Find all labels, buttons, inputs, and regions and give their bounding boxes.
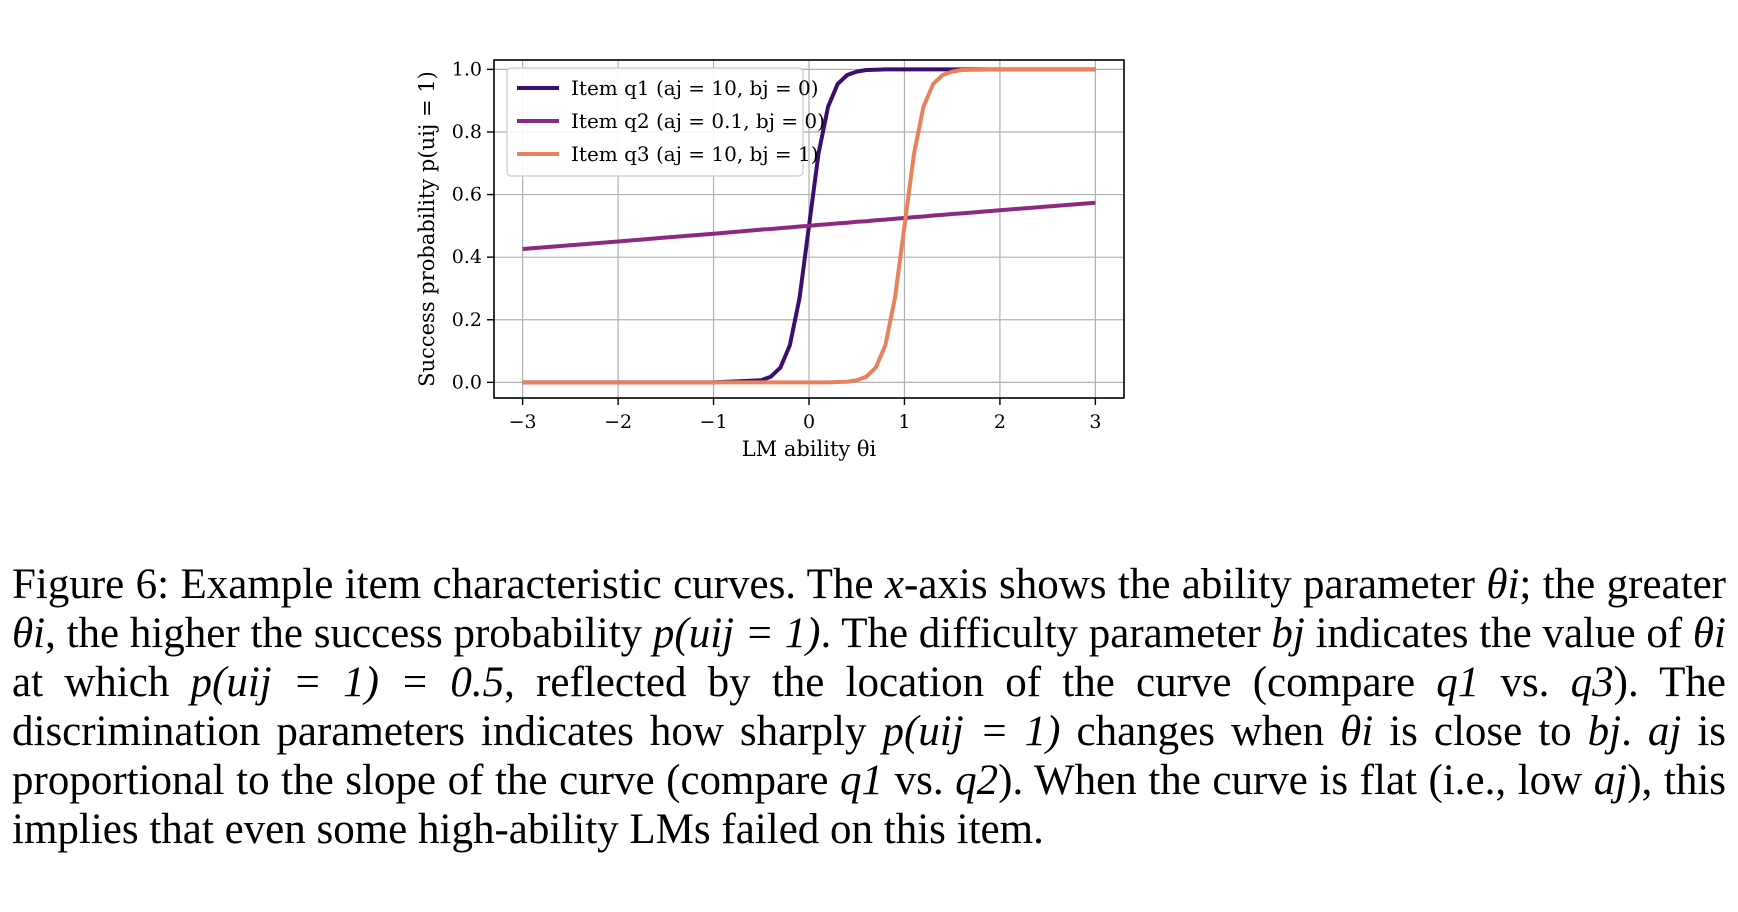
- y-tick-label: 1.0: [452, 58, 482, 80]
- caption-text: is proportional to the slope of the curv…: [12, 708, 1727, 804]
- caption-text: at which: [12, 659, 191, 706]
- x-axis-label: LM ability θi: [742, 437, 877, 461]
- legend-label: Item q3 (aj = 10, bj = 1): [571, 142, 819, 166]
- caption-text: vs.: [883, 757, 956, 804]
- x-tick-label: −1: [700, 411, 728, 433]
- x-tick-label: 1: [898, 411, 910, 433]
- legend-label: Item q2 (aj = 0.1, bj = 0): [571, 109, 825, 133]
- legend-box: [506, 67, 804, 177]
- caption-text: changes when: [1060, 708, 1341, 755]
- caption-math: aj: [1647, 708, 1682, 755]
- caption-math: p(uij = 1) = 0.5: [190, 659, 505, 706]
- caption-text: is close to: [1373, 708, 1588, 755]
- caption-math: q2: [955, 757, 999, 804]
- y-tick-label: 0.0: [452, 371, 482, 393]
- y-axis-label: Success probability p(uij = 1): [415, 71, 439, 387]
- caption-text: ). The discrimination parameters indicat…: [12, 659, 1726, 755]
- y-tick-label: 0.2: [452, 309, 482, 331]
- caption-math: θi: [1486, 561, 1520, 608]
- caption-math: q1: [1436, 659, 1480, 706]
- caption-text: ). When the curve is flat (i.e., low: [998, 757, 1594, 804]
- caption-text: ; the greater: [1519, 561, 1726, 608]
- caption-math: x: [884, 561, 904, 608]
- caption-text: vs.: [1479, 659, 1571, 706]
- caption-math: θi: [1692, 610, 1726, 657]
- y-tick-label: 0.6: [452, 184, 482, 206]
- chart-svg: −3 −2 −1 0 1 2 3 0.0 0.2 0.4 0.6 0.8 1.0 LM ability θ…: [415, 58, 1125, 461]
- caption-text: .: [1621, 708, 1648, 755]
- caption-math: bj: [1271, 610, 1305, 657]
- caption-text: Figure 6: Example item characteristic cu…: [12, 561, 885, 608]
- caption-math: θi: [1340, 708, 1374, 755]
- series-line-3: [522, 67, 1096, 385]
- series-line-2: [522, 200, 1096, 251]
- x-tick-label: 2: [994, 411, 1006, 433]
- caption-text: ), this implies that even some high-abil…: [12, 757, 1726, 853]
- figure-caption: Figure 6: Example item characteristic cu…: [12, 560, 1726, 854]
- caption-math: q1: [840, 757, 884, 804]
- x-tick-label: 3: [1089, 411, 1101, 433]
- caption-text: indicates the value of: [1304, 610, 1693, 657]
- legend-label: Item q1 (aj = 10, bj = 0): [571, 76, 819, 100]
- caption-text: -axis shows the ability parameter: [904, 561, 1487, 608]
- caption-text: , reflected by the location of the curve…: [504, 659, 1437, 706]
- x-tick-label: 0: [803, 411, 815, 433]
- caption-text: , the higher the success probability: [45, 610, 653, 657]
- caption-math: p(uij = 1): [882, 708, 1061, 755]
- caption-math: θi: [12, 610, 46, 657]
- chart-figure: −3 −2 −1 0 1 2 3 0.0 0.2 0.4 0.6 0.8 1.0 LM ability θ…: [415, 58, 1125, 461]
- caption-math: q3: [1570, 659, 1614, 706]
- caption-math: p(uij = 1): [652, 610, 821, 657]
- caption-math: bj: [1587, 708, 1622, 755]
- x-tick-label: −3: [509, 411, 537, 433]
- caption-math: aj: [1593, 757, 1628, 804]
- y-tick-label: 0.8: [452, 121, 482, 143]
- y-tick-label: 0.4: [452, 246, 482, 268]
- x-tick-label: −2: [604, 411, 632, 433]
- caption-text: . The difficulty parameter: [820, 610, 1272, 657]
